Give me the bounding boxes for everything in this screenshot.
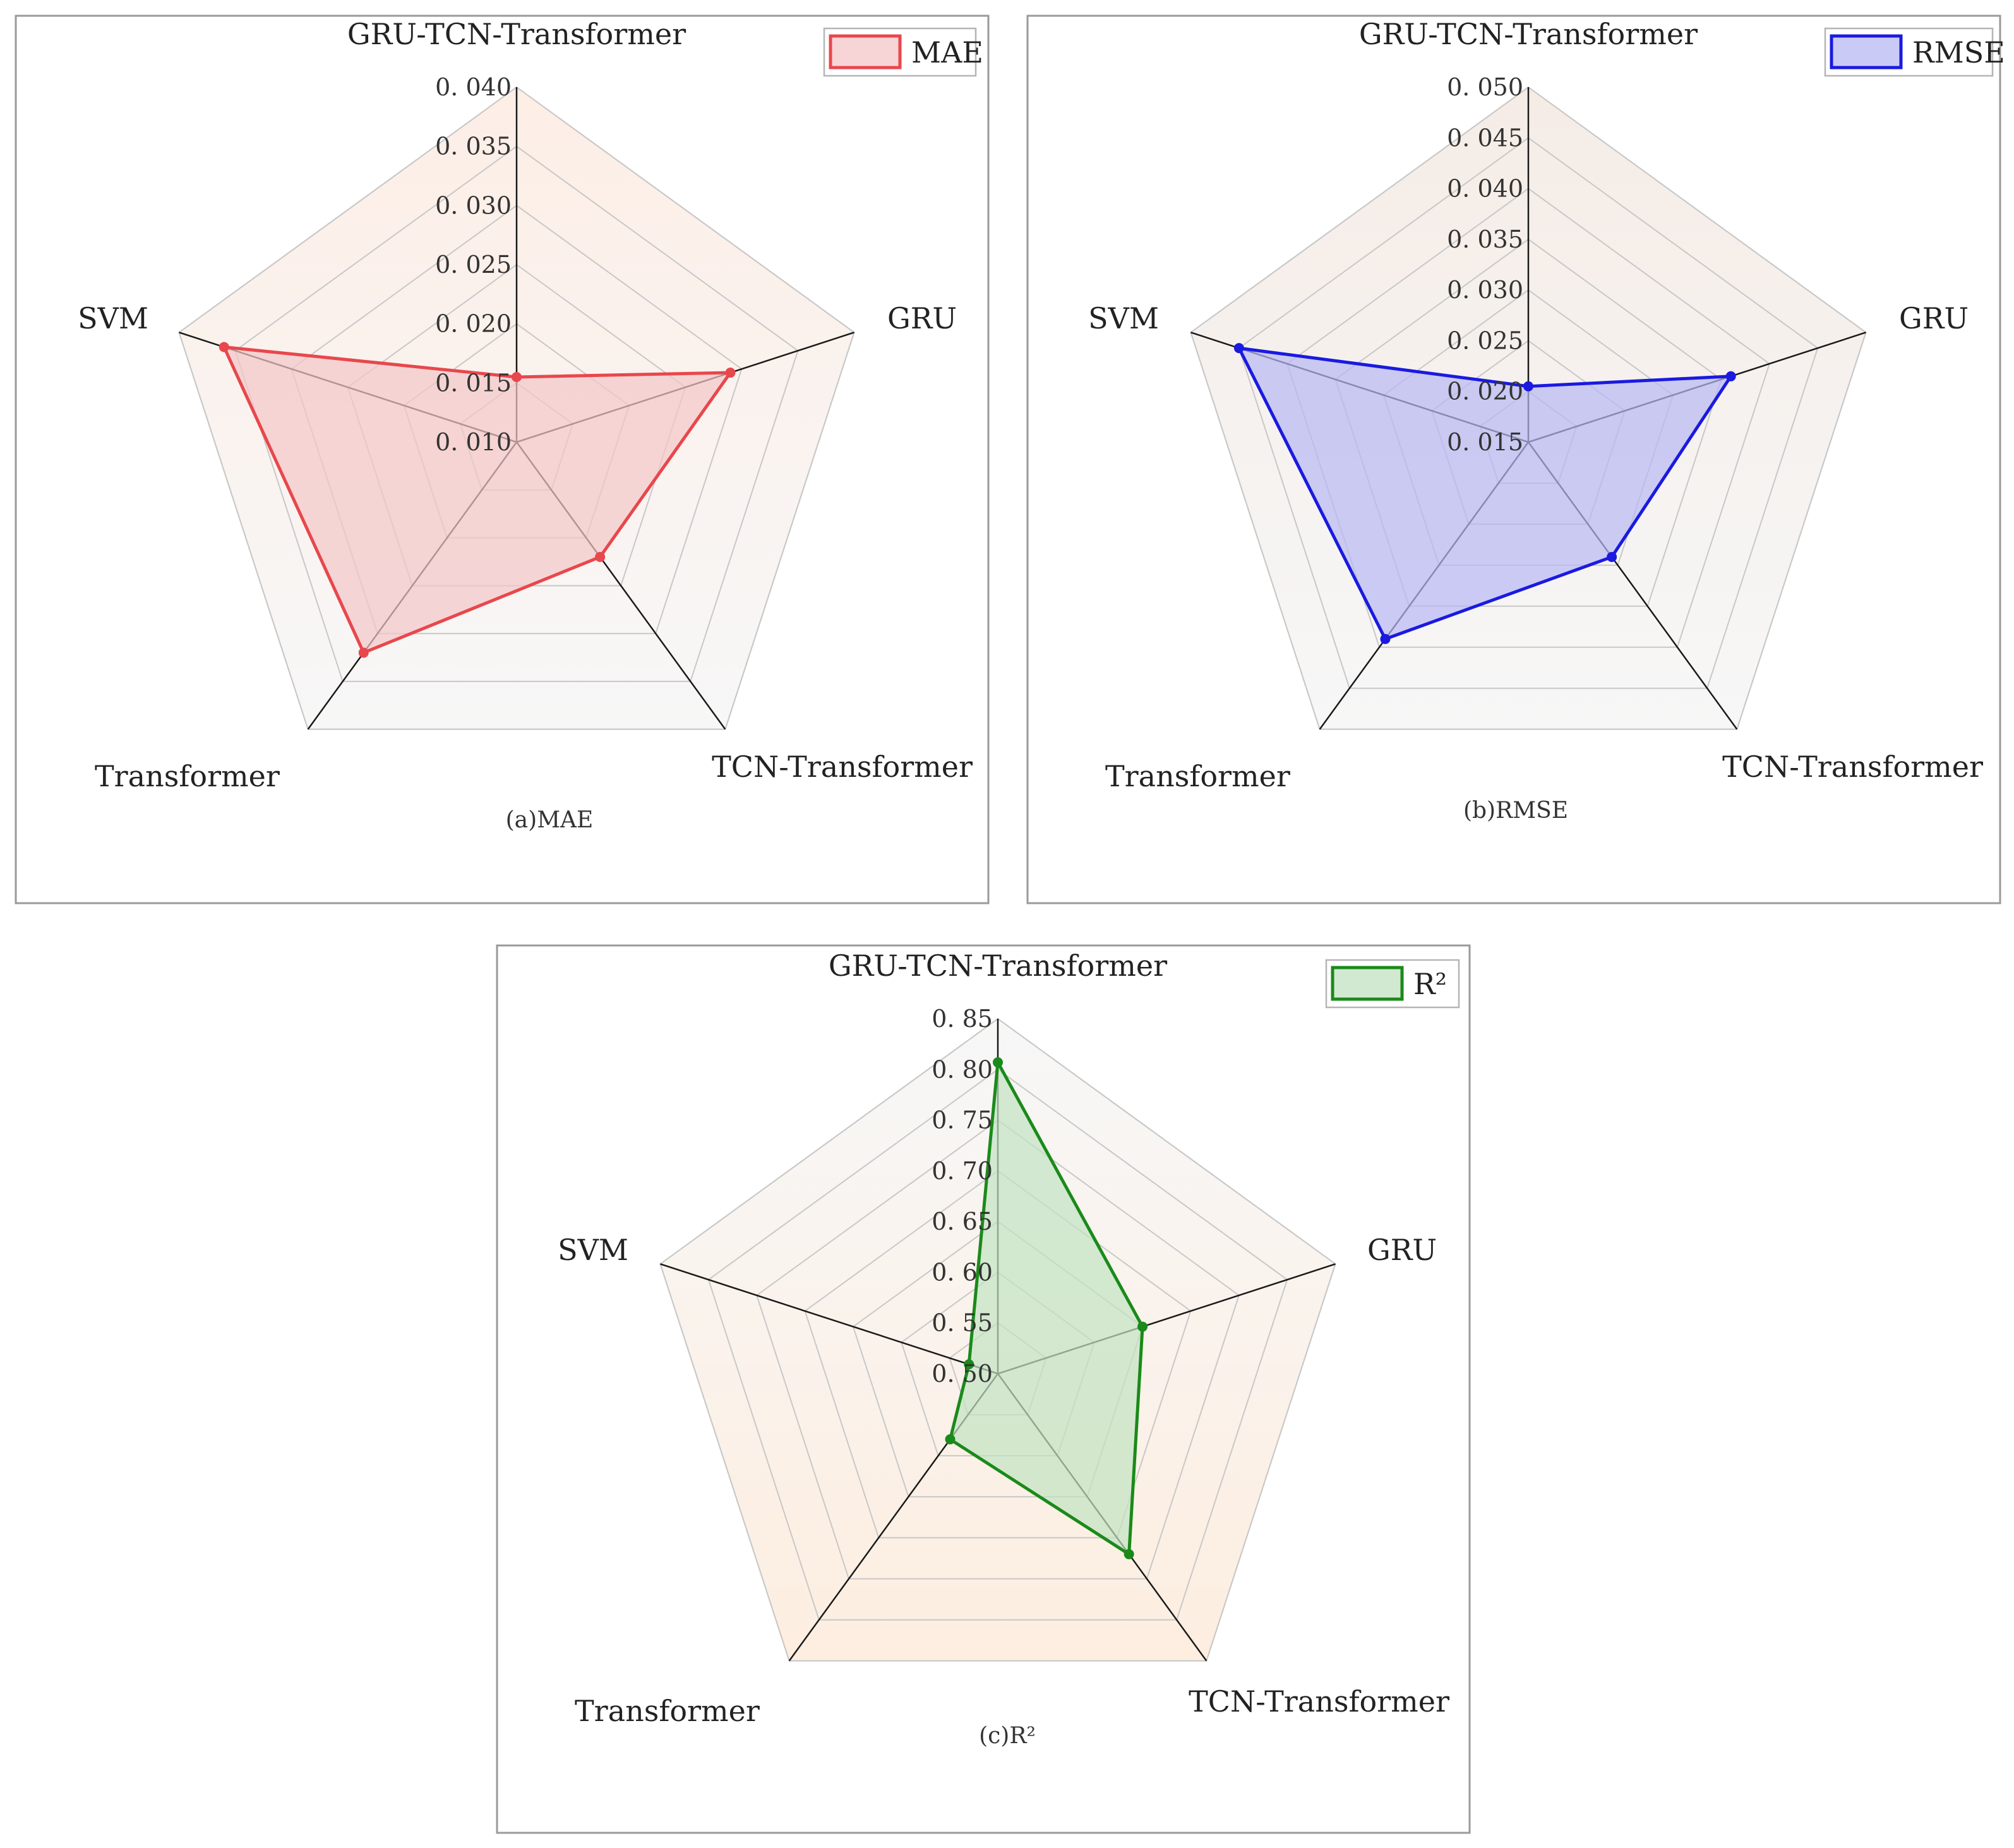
legend-swatch xyxy=(1331,966,1404,1001)
data-point-svm xyxy=(1233,343,1244,354)
radar-spoke-svm xyxy=(660,1263,998,1375)
axis-label-svm: SVM xyxy=(78,301,148,335)
axis-label-gru: GRU xyxy=(887,301,957,335)
radar-series-r2 xyxy=(948,1060,1144,1556)
axis-label-gru-tcn-transformer: GRU-TCN-Transformer xyxy=(347,17,686,51)
legend: MAE xyxy=(823,27,983,77)
axis-label-transformer: Transformer xyxy=(575,1694,760,1728)
radar-gridline xyxy=(178,86,855,730)
tick-label: 0. 70 xyxy=(932,1157,993,1185)
tick-label: 0. 015 xyxy=(1447,428,1523,456)
data-point-transformer xyxy=(358,647,369,658)
legend-swatch xyxy=(829,34,902,69)
data-point-transformer xyxy=(1380,633,1391,644)
radar-panel-mae: 0. 010 0. 015 0. 020 0. 025 0. 030 0. 035 0. 0… xyxy=(15,15,990,904)
radar-gridline xyxy=(659,1017,1336,1662)
tick-label: 0. 050 xyxy=(1447,73,1523,101)
tick-label: 0. 035 xyxy=(1447,225,1523,253)
tick-label: 0. 040 xyxy=(435,73,512,101)
axis-label-tcn-transformer: TCN-Transformer xyxy=(712,750,973,784)
tick-label: 0. 030 xyxy=(435,191,512,219)
tick-label: 0. 75 xyxy=(932,1107,993,1134)
legend-label: MAE xyxy=(911,35,983,69)
figure-caption: (b)RMSE xyxy=(1463,798,1568,824)
data-point-gru xyxy=(1137,1321,1148,1332)
axis-label-gru-tcn-transformer: GRU-TCN-Transformer xyxy=(829,949,1167,983)
axis-label-transformer: Transformer xyxy=(1105,759,1290,793)
data-point-svm xyxy=(219,342,229,352)
data-point-tcn-transformer xyxy=(1607,551,1617,562)
legend-label: R² xyxy=(1413,967,1447,1001)
legend-swatch xyxy=(1830,34,1903,69)
radar-gridline xyxy=(756,1119,1240,1580)
radar-panel-r2: 0. 50 0. 55 0. 60 0. 65 0. 70 0. 75 0. 80 0. 85… xyxy=(496,944,1471,1834)
radar-gridline xyxy=(1286,188,1770,648)
radar-gridline xyxy=(1190,86,1867,730)
data-point-gru-tcn-transformer xyxy=(512,371,522,382)
data-point-gru xyxy=(1725,371,1736,381)
tick-label: 0. 020 xyxy=(1447,378,1523,405)
tick-label: 0. 010 xyxy=(435,428,512,456)
radar-panel-rmse: 0. 015 0. 020 0. 025 0. 030 0. 035 0. 040 0. 0… xyxy=(1026,15,2005,904)
axis-label-svm: SVM xyxy=(1088,301,1159,335)
tick-label: 0. 015 xyxy=(435,369,512,397)
data-point-tcn-transformer xyxy=(1124,1549,1134,1559)
tick-label: 0. 65 xyxy=(932,1208,993,1235)
radar-gridline xyxy=(1238,137,1819,689)
data-point-gru-tcn-transformer xyxy=(993,1057,1003,1068)
data-point-gru xyxy=(725,368,736,378)
tick-label: 0. 045 xyxy=(1447,124,1523,152)
tick-label: 0. 040 xyxy=(1447,175,1523,203)
radar-gridline xyxy=(1334,238,1722,607)
axis-label-svm: SVM xyxy=(558,1233,628,1267)
axis-label-tcn-transformer: TCN-Transformer xyxy=(1722,750,1983,784)
radar-gridline xyxy=(707,1069,1288,1621)
legend: R² xyxy=(1325,959,1460,1009)
legend: RMSE xyxy=(1824,27,2005,77)
radar-gridline xyxy=(804,1170,1192,1539)
axis-label-transformer: Transformer xyxy=(95,759,280,793)
tick-label: 0. 55 xyxy=(932,1309,993,1337)
legend-label: RMSE xyxy=(1912,35,2005,69)
tick-label: 0. 80 xyxy=(932,1055,993,1083)
tick-label: 0. 60 xyxy=(932,1258,993,1286)
axis-label-gru-tcn-transformer: GRU-TCN-Transformer xyxy=(1359,17,1698,51)
radar-gridline xyxy=(234,145,799,682)
axis-label-gru: GRU xyxy=(1367,1233,1437,1267)
data-point-tcn-transformer xyxy=(595,551,606,562)
radar-gridline xyxy=(291,205,743,635)
tick-label: 0. 020 xyxy=(435,310,512,338)
figure-caption: (a)MAE xyxy=(506,807,594,833)
radar-series-mae xyxy=(222,345,733,654)
tick-label: 0. 025 xyxy=(435,251,512,279)
axis-label-tcn-transformer: TCN-Transformer xyxy=(1189,1684,1449,1719)
axis-label-gru: GRU xyxy=(1899,301,1969,335)
tick-label: 0. 025 xyxy=(1447,327,1523,354)
tick-label: 0. 50 xyxy=(932,1360,993,1388)
data-point-svm xyxy=(964,1359,974,1370)
radar-series-rmse xyxy=(1237,346,1733,641)
tick-label: 0. 85 xyxy=(932,1005,993,1033)
data-point-gru-tcn-transformer xyxy=(1523,381,1533,392)
figure-caption: (c)R² xyxy=(979,1723,1036,1749)
tick-label: 0. 030 xyxy=(1447,276,1523,304)
tick-label: 0. 035 xyxy=(435,133,512,160)
data-point-transformer xyxy=(945,1434,956,1444)
